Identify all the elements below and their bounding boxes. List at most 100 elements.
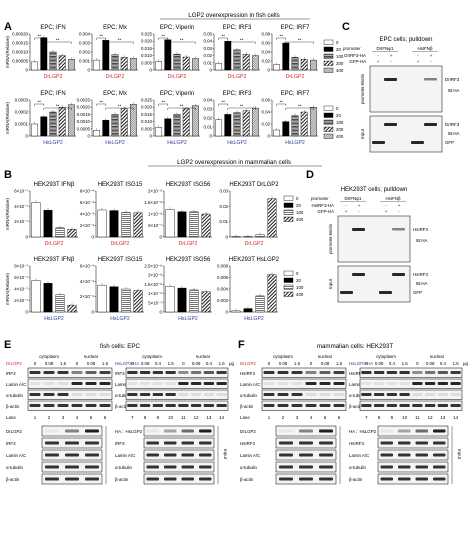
legend-label: 100 — [336, 120, 344, 125]
chart-title: HEK293T DrLGP2 — [229, 182, 279, 188]
band — [279, 453, 293, 457]
y-tick-label: 6×10⁻⁴ — [80, 200, 94, 205]
bar — [102, 40, 110, 71]
band — [43, 371, 55, 374]
band — [299, 429, 313, 433]
nuc-label: nuclear — [84, 354, 99, 359]
y-tick-label: 6×10⁻⁴ — [80, 264, 94, 269]
band — [178, 404, 189, 407]
legend-swatch — [323, 119, 334, 125]
dose-label: 0.08 — [426, 361, 435, 366]
band — [216, 393, 227, 396]
chart-title: HEK293T IFNβ — [34, 257, 75, 263]
lane-number: 2 — [282, 415, 285, 420]
band — [333, 404, 345, 407]
row-1-value: - — [345, 203, 347, 208]
band — [361, 404, 372, 407]
y-tick-label: 0.005 — [141, 126, 153, 131]
legend-swatch — [283, 291, 294, 297]
bar — [120, 57, 128, 71]
dose-label: 0 — [365, 361, 368, 366]
band — [45, 441, 59, 445]
band — [127, 393, 138, 396]
bar — [177, 211, 187, 238]
row-1-label: DrIRF3-HA — [344, 53, 366, 58]
band-label: IB:HA — [416, 238, 428, 243]
band — [45, 477, 59, 481]
legend-label: 20 — [296, 278, 301, 283]
dose-label: 1.6 — [402, 361, 409, 366]
row-label: α-tubulin — [240, 393, 257, 398]
bar — [215, 63, 223, 71]
row-2-value: - — [398, 209, 400, 214]
band — [379, 291, 392, 294]
sig-bracket — [34, 37, 44, 40]
row-label: β-actin — [115, 404, 129, 409]
bar — [201, 213, 211, 238]
sig-bracket — [218, 37, 228, 40]
y-label-b1: mRNA(Relative) — [5, 198, 10, 230]
input-row-label: Lamin A/C — [6, 453, 26, 458]
lane-number: 3 — [62, 415, 65, 420]
legend-swatch — [323, 133, 334, 139]
band — [152, 404, 164, 407]
y-tick-label: 2×10⁻⁶ — [148, 189, 162, 194]
band-label: IB:HA — [448, 88, 460, 93]
nuc-label: nuclear — [430, 354, 445, 359]
dose-label: 0 — [34, 361, 37, 366]
bar — [58, 55, 66, 71]
row-label: IRF3 — [115, 371, 125, 376]
input-row-label: β-actin — [349, 477, 363, 482]
bar — [191, 105, 199, 137]
y-tick-label: 2×10⁻⁷ — [14, 298, 28, 303]
lane-number: 4 — [310, 415, 313, 420]
band — [279, 441, 293, 445]
bar — [177, 287, 187, 313]
promoter-1: DrIFNφ1 — [345, 196, 363, 201]
legend-swatch — [323, 60, 334, 66]
sig-mark: ** — [180, 104, 184, 109]
band — [277, 404, 289, 407]
band — [65, 477, 79, 481]
row-label: β-actin — [6, 404, 20, 409]
bar — [242, 53, 250, 71]
bar — [201, 291, 211, 313]
band — [99, 393, 111, 396]
band — [299, 477, 313, 481]
sig-bracket — [158, 37, 168, 40]
band — [305, 393, 317, 396]
y-tick-label: 0.04 — [203, 98, 212, 103]
y-tick-label: 0.02 — [261, 122, 270, 127]
chart-13: HEK293T ISG56 2×10⁻⁶ 1.5×10⁻⁶ 1×10⁻⁶ 5×10⁻⁷ 0… — [144, 182, 212, 247]
chart-title: EPC; IFN — [40, 91, 65, 97]
sig-mark: ** — [298, 38, 302, 43]
input-strip — [143, 437, 215, 449]
band-label: IB:HA — [416, 281, 428, 286]
legend-label: 0 — [296, 271, 299, 276]
x-label: DrLGP2 — [168, 74, 187, 80]
band — [203, 393, 215, 396]
band — [411, 141, 424, 144]
lane-number: 2 — [48, 415, 51, 420]
chart-title: EPC; Mx — [103, 25, 127, 31]
y-tick-label: 4×10⁻⁷ — [14, 287, 28, 292]
input-blot — [337, 265, 411, 303]
input-side-label: Input — [457, 449, 462, 460]
dose-label: 1.6 — [336, 361, 343, 366]
legend-label: 400 — [296, 292, 304, 297]
blot-strip — [261, 400, 347, 411]
band — [199, 465, 212, 469]
y-tick-label: 2×10⁻⁶ — [148, 273, 162, 278]
y-tick-label: 0.02 — [261, 59, 270, 64]
y-tick-label: 2.5×10⁻⁶ — [144, 264, 162, 269]
lane-number: 6 — [338, 415, 341, 420]
bar — [31, 202, 41, 238]
band — [319, 477, 333, 481]
lane-number: 5 — [324, 415, 327, 420]
band — [85, 465, 99, 469]
sig-mark: ** — [56, 38, 60, 43]
y-tick-label: 2×10⁻⁴ — [80, 294, 94, 299]
y-tick-label: 0 — [160, 235, 163, 240]
band — [319, 393, 331, 396]
band — [178, 393, 189, 396]
